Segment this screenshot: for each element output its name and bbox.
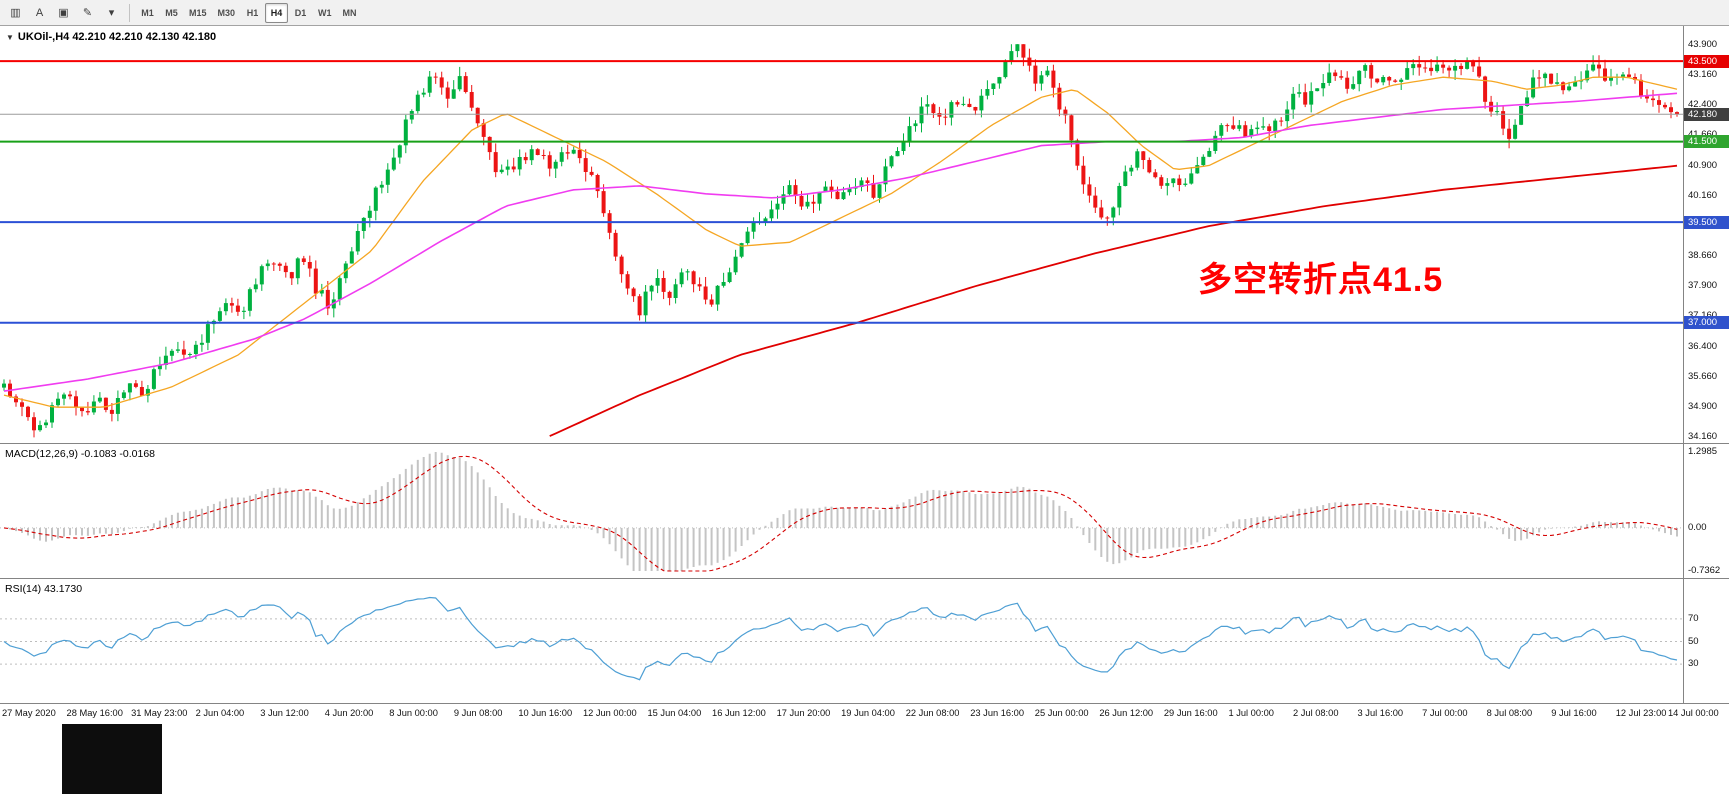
macd-axis-label: 1.2985 <box>1688 446 1718 457</box>
tf-button-m15[interactable]: M15 <box>189 7 207 18</box>
time-label: 27 May 2020 <box>2 708 56 718</box>
rsi-label: RSI(14) 43.1730 <box>5 583 83 595</box>
time-label: 22 Jun 08:00 <box>905 708 960 718</box>
price-axis-label: 40.900 <box>1688 159 1718 171</box>
charts-grid-icon[interactable]: ▥ <box>10 7 21 19</box>
tf-button-m30[interactable]: M30 <box>217 7 236 18</box>
objects-tool-icon[interactable]: ▣ <box>58 7 69 19</box>
time-label: 31 May 23:00 <box>131 708 188 718</box>
time-label: 26 Jun 12:00 <box>1099 708 1154 718</box>
rsi-axis-label: 30 <box>1688 658 1699 670</box>
time-label: 1 Jul 00:00 <box>1228 708 1274 718</box>
time-label: 8 Jun 00:00 <box>389 708 438 718</box>
price-axis-label: 34.160 <box>1688 431 1718 442</box>
tf-button-m1[interactable]: M1 <box>141 7 154 18</box>
time-axis[interactable]: 27 May 2020 28 May 16:00 31 May 23:00 2 Jun… <box>0 703 1729 723</box>
time-label: 10 Jun 16:00 <box>518 708 573 718</box>
candlestick-series <box>2 44 1679 438</box>
toolbar: ▥ A ▣ ✎ ▾ M1 M5 M15 M30 H1 H4 D1 W1 MN <box>0 0 1729 26</box>
rsi-axis-label: 50 <box>1688 635 1699 647</box>
rsi-axis: 70 50 30 <box>1683 579 1729 703</box>
bottom-strip <box>0 723 1729 797</box>
tf-button-h4[interactable]: H4 <box>265 2 289 23</box>
price-axis-label: 40.160 <box>1688 189 1718 201</box>
price-axis-label: 34.900 <box>1688 401 1718 413</box>
font-tool-icon[interactable]: A <box>35 6 44 19</box>
rsi-axis-label: 70 <box>1688 612 1699 624</box>
time-label: 9 Jul 16:00 <box>1551 708 1597 718</box>
rsi-line <box>3 596 1678 681</box>
macd-signal-line <box>3 455 1678 572</box>
time-label: 19 Jun 04:00 <box>841 708 895 718</box>
time-label: 3 Jun 12:00 <box>260 708 309 718</box>
price-axis: 43.90043.16042.40041.66040.90040.16039.4… <box>1683 26 1729 443</box>
time-label: 2 Jun 04:00 <box>195 708 245 718</box>
tf-button-d1[interactable]: D1 <box>294 7 307 18</box>
price-badge-37.000: 37.000 <box>1684 316 1729 330</box>
bottom-left-black-box <box>62 724 162 794</box>
time-label: 28 May 16:00 <box>66 708 123 718</box>
price-axis-label: 41.660 <box>1688 130 1717 140</box>
rsi-panel: RSI(14) 43.1730 70 50 30 <box>0 578 1729 703</box>
macd-histogram <box>9 452 1678 571</box>
price-badge-41.500: 41.500 <box>1684 135 1729 149</box>
tf-button-mn[interactable]: MN <box>342 7 357 18</box>
symbol-ohlc-label: ▼ UKOil-,H4 42.210 42.210 42.130 42.180 <box>6 31 216 43</box>
time-label: 23 Jun 16:00 <box>970 708 1025 718</box>
timeframe-button-group: M1 M5 M15 M30 H1 H4 D1 W1 MN <box>136 2 362 23</box>
ma-mid-line <box>3 92 1678 392</box>
time-label: 17 Jun 20:00 <box>776 708 831 718</box>
price-badge-42.180: 42.180 <box>1684 107 1729 121</box>
price-badge-39.500: 39.500 <box>1684 215 1729 229</box>
price-chart-plot[interactable] <box>0 26 1683 443</box>
macd-axis-label: 0.00 <box>1688 521 1707 533</box>
time-label: 4 Jun 20:00 <box>324 708 374 718</box>
time-label: 9 Jun 08:00 <box>453 708 503 718</box>
tf-button-w1[interactable]: W1 <box>318 7 332 18</box>
dropdown-caret-icon[interactable]: ▾ <box>108 7 115 19</box>
macd-plot[interactable] <box>0 444 1683 579</box>
time-label: 29 Jun 16:00 <box>1163 708 1218 718</box>
toolbar-icon-group: ▥ A ▣ ✎ ▾ <box>4 3 123 23</box>
time-label: 15 Jun 04:00 <box>647 708 702 718</box>
macd-axis-label: -0.7362 <box>1688 565 1721 576</box>
time-label: 8 Jul 08:00 <box>1486 708 1533 718</box>
chart-annotation-text[interactable]: 多空转折点41.5 <box>1198 261 1444 299</box>
price-axis-label: 43.160 <box>1688 68 1718 80</box>
tf-button-m5[interactable]: M5 <box>165 7 178 18</box>
toolbar-separator <box>129 3 130 22</box>
macd-axis: 1.2985 0.00 -0.7362 <box>1683 444 1729 578</box>
price-axis-label: 43.900 <box>1688 39 1718 50</box>
time-label: 12 Jul 23:00 <box>1615 708 1667 718</box>
time-label: 14 Jul 00:00 <box>1668 708 1719 718</box>
macd-panel: MACD(12,26,9) -0.1083 -0.0168 1.2985 0.00… <box>0 443 1729 578</box>
price-axis-label: 38.660 <box>1688 249 1718 261</box>
main-chart-panel: ▼ UKOil-,H4 42.210 42.210 42.130 42.180 多… <box>0 26 1729 443</box>
time-label: 16 Jun 12:00 <box>712 708 766 718</box>
price-axis-label: 42.400 <box>1688 99 1718 111</box>
price-axis-label: 35.660 <box>1688 370 1718 382</box>
collapse-arrow-icon[interactable]: ▼ <box>6 33 14 42</box>
symbol-ohlc-text: UKOil-,H4 42.210 42.210 42.130 42.180 <box>17 31 217 43</box>
rsi-plot[interactable] <box>0 579 1683 704</box>
price-axis-label: 37.160 <box>1688 311 1717 321</box>
price-axis-label: 36.400 <box>1688 340 1718 352</box>
ma-slow-line <box>549 164 1678 437</box>
color-scheme-icon[interactable]: ✎ <box>82 7 93 19</box>
ma-fast-line <box>3 76 1678 408</box>
price-badge-43.500: 43.500 <box>1684 54 1729 68</box>
time-label: 25 Jun 00:00 <box>1034 708 1089 718</box>
time-label: 12 Jun 00:00 <box>582 708 637 718</box>
time-label: 7 Jul 00:00 <box>1422 708 1468 718</box>
time-label: 3 Jul 16:00 <box>1357 708 1404 718</box>
macd-label: MACD(12,26,9) -0.1083 -0.0168 <box>5 448 155 460</box>
time-label: 2 Jul 08:00 <box>1293 708 1339 718</box>
tf-button-h1[interactable]: H1 <box>246 7 259 18</box>
price-axis-label: 37.900 <box>1688 280 1718 292</box>
